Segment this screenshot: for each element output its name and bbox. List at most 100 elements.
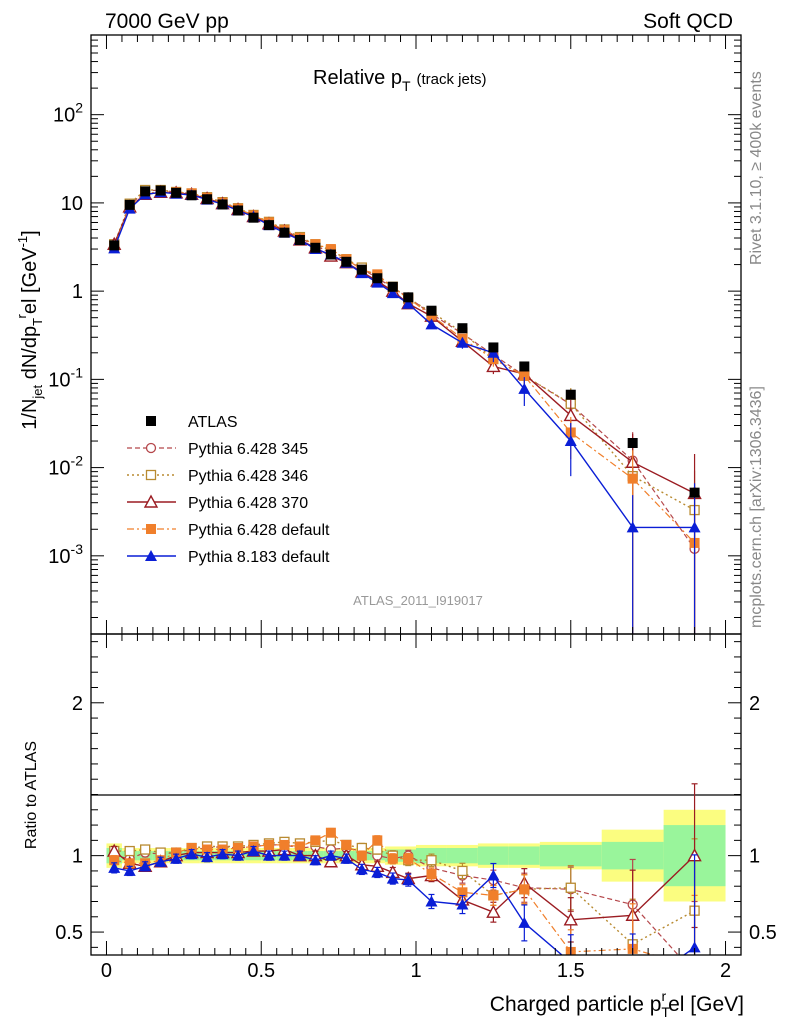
main-line-p346 [113,189,695,511]
legend-entry-py8: Pythia 8.183 default [127,549,330,566]
main-point-data [109,240,120,251]
ratio-point-pdef [426,868,437,879]
main-point-py8 [518,382,531,394]
legend-label-py8: Pythia 8.183 default [188,549,330,566]
x-axis-title: Charged particle pTrel [GeV] [490,988,744,1020]
main-point-data [519,361,530,372]
main-series-p345 [109,185,700,634]
ratio-point-pdef [124,858,135,869]
ratio-point-py8 [185,848,198,860]
legend-entry-pdef: Pythia 6.428 default [127,522,330,539]
main-point-data [356,264,367,275]
ylabel-sub-jet: jet [30,384,45,399]
main-point-data [186,190,197,201]
ratio-x-tick-label: 1.5 [557,960,585,982]
ratio-band-inner [508,846,540,865]
ratio-point-py8 [324,849,337,861]
ratio-point-py8 [170,852,183,864]
ratio-point-py8 [355,863,368,875]
xlabel-sub-t: T [661,1004,670,1020]
ratio-point-pdef [233,843,244,853]
ratio-point-pdef [171,847,182,858]
ratio-point-pdef [403,853,414,864]
main-point-py8 [386,287,399,299]
ratio-series-py8 [108,845,701,955]
main-frame [90,34,742,635]
ratio-point-p346 [124,845,135,857]
main-y-tick-label: 10-1 [48,364,83,391]
main-point-data [124,199,135,210]
main-point-data [488,342,499,353]
plot-title: Relative pT (track jets) [313,67,487,94]
main-y-tick-label: 1 [72,281,83,303]
ratio-point-p345 [690,969,699,978]
main-point-py8 [402,297,415,309]
ratio-y-tick-label-right: 0.5 [749,922,777,944]
ratio-point-py8 [688,941,701,953]
main-point-data [372,273,383,284]
ratio-point-py8 [456,898,469,910]
main-point-data [565,389,576,400]
ratio-y-tick-label-right: 2 [749,693,760,715]
main-point-data [233,205,244,216]
ratio-point-py8 [402,874,415,886]
legend-label-p346: Pythia 6.428 346 [188,468,308,485]
xlabel-part-1: Charged particle p [490,993,662,1016]
main-point-pdef [519,370,530,381]
ratio-x-tick-label: 1 [410,960,421,982]
ratio-x-tick-label: 2 [720,960,731,982]
plot-title-extra: (track jets) [417,71,487,88]
main-point-data [279,227,290,238]
ratio-point-py8 [293,849,306,861]
ratio-point-pdef [263,839,274,850]
ratio-axes: 0.5 0.5 1 1 2 2 0 0.5 1 1.5 2 [55,634,777,982]
ratio-x-tick-label: 0.5 [247,960,275,982]
main-point-data [387,281,398,292]
ratio-y-axis-title: Ratio to ATLAS [23,741,40,849]
ratio-band-inner [446,848,478,864]
main-point-data [263,220,274,231]
ratio-point-pdef [109,855,120,866]
main-series-p346 [109,184,700,634]
rivet-label: Rivet 3.1.10, ≥ 400k events [748,71,765,265]
ratio-point-pdef [294,841,305,852]
ratio-point-pdef [690,962,700,972]
legend-marker-p345 [145,442,157,454]
analysis-label: ATLAS_2011_I919017 [353,593,483,608]
ratio-point-pdef [202,844,213,855]
ratio-band-inner [539,844,602,867]
ratio-point-pdef [488,890,499,901]
main-series-py8 [108,186,701,634]
ratio-point-p346 [457,865,468,877]
main-series-data [109,185,700,498]
legend-marker-p370 [143,494,159,508]
legend-entry-data: ATLAS [146,414,238,431]
main-point-py8 [425,318,438,330]
ratio-point-pdef [457,887,468,898]
main-point-data [140,186,151,197]
main-point-data [155,185,166,196]
ratio-point-pdef [310,835,321,846]
legend-label-p345: Pythia 6.428 345 [188,441,308,458]
ratio-point-pdef [387,853,398,864]
ratio-y-tick-label: 2 [72,693,83,715]
ratio-point-py8 [340,852,353,864]
ylabel-part-1: 1/N [19,399,41,430]
main-y-tick-label: 102 [53,100,83,127]
ratio-point-p346 [372,844,383,855]
legend: ATLAS Pythia 6.428 345 Pythia 6.428 346 Pyt… [127,414,330,566]
legend-marker-p346 [145,469,157,481]
ratio-point-py8 [425,895,438,907]
main-point-data [341,256,352,267]
ratio-point-py8 [386,872,399,884]
main-point-py8 [626,521,639,533]
main-series-group [107,184,702,634]
energy-label: 7000 GeV pp [105,10,229,33]
main-point-data [248,212,259,223]
xlabel-part-2: el [GeV] [668,993,744,1016]
main-point-data [294,234,305,245]
legend-marker-data [146,416,156,426]
ratio-y-tick-label: 1 [72,846,83,868]
main-point-data [403,292,414,303]
ratio-point-py8 [371,866,384,878]
